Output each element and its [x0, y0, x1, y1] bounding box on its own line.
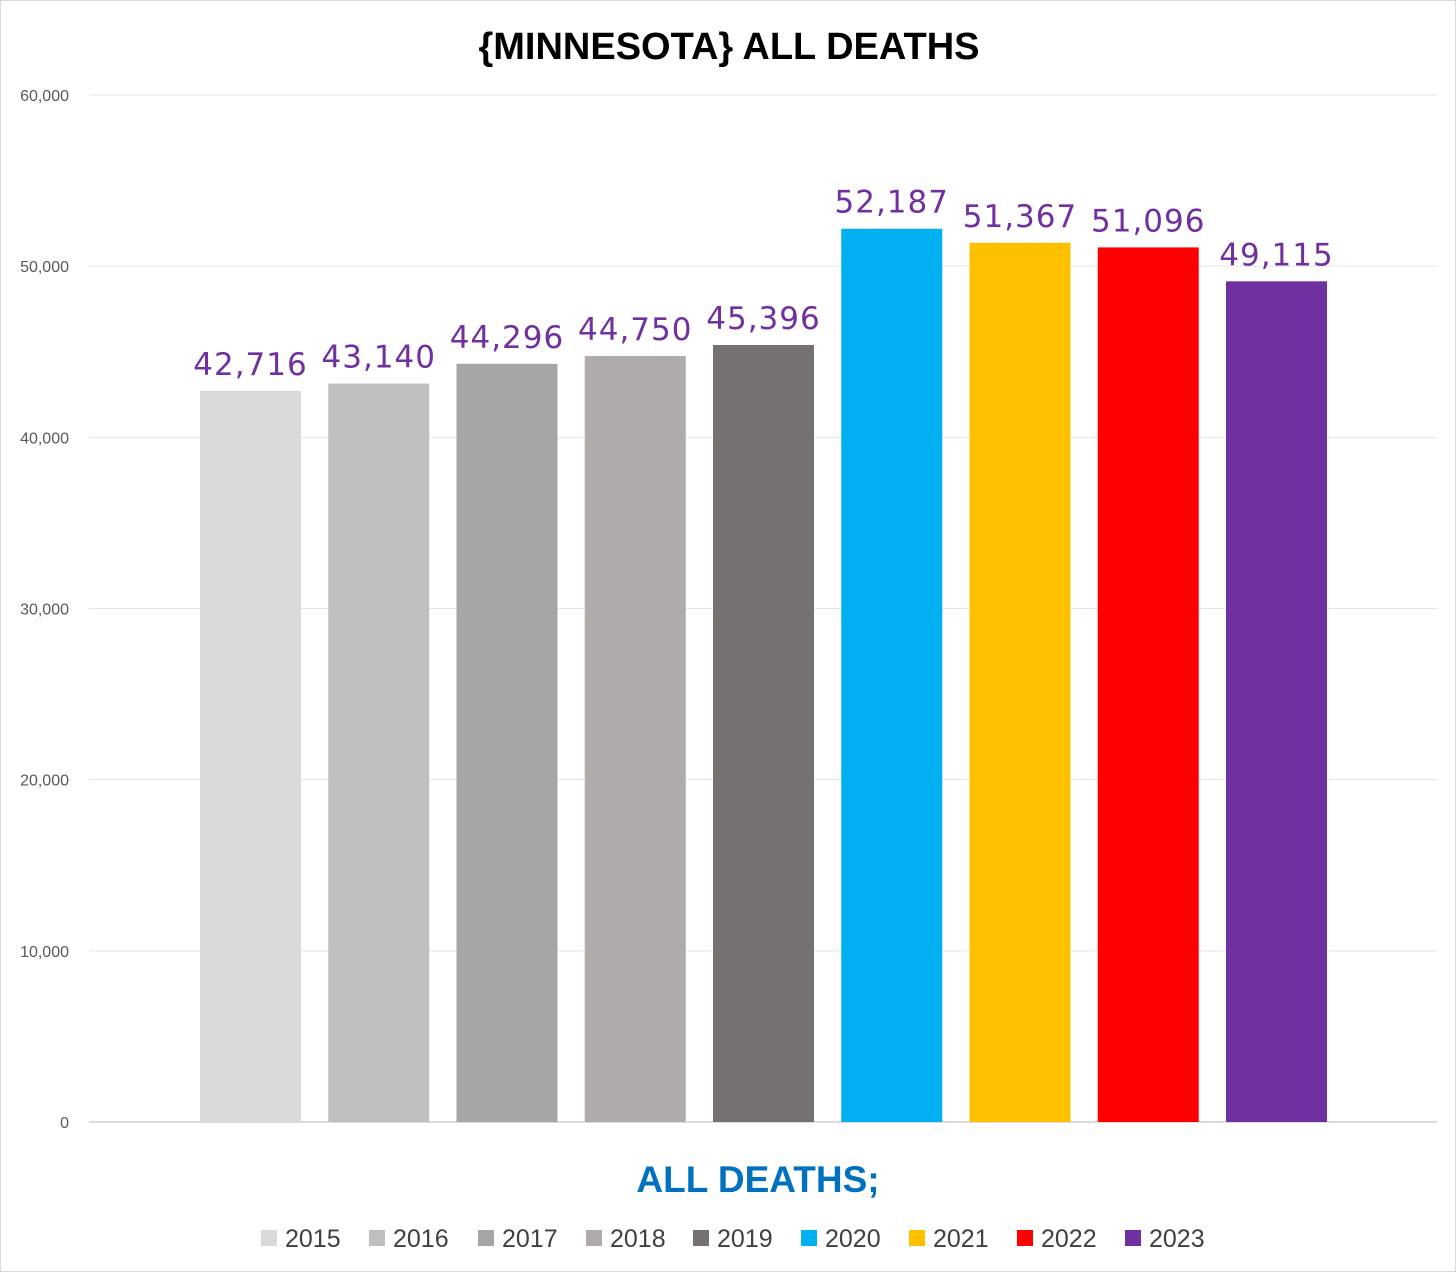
data-label-2017: 44,296 [450, 320, 564, 356]
chart-title: {MINNESOTA} ALL DEATHS [478, 26, 979, 68]
legend: 2015 2016 2017 2018 2019 2020 2021 2022 2023 [261, 1225, 1205, 1253]
legend-swatch-2021 [909, 1230, 925, 1246]
legend-label-2022: 2022 [1041, 1225, 1097, 1253]
x-axis-label: ALL DEATHS; [636, 1159, 879, 1200]
data-label-2016: 43,140 [322, 340, 436, 376]
bar-2017 [456, 363, 558, 1122]
legend-label-2020: 2020 [825, 1225, 881, 1253]
data-label-2018: 44,750 [578, 312, 692, 348]
data-label-2020: 52,187 [835, 185, 949, 221]
legend-label-2021: 2021 [933, 1225, 989, 1253]
bar-2015 [200, 390, 301, 1122]
bar-2023 [1226, 281, 1327, 1122]
y-tick-label: 0 [60, 1115, 69, 1132]
legend-swatch-2019 [693, 1230, 709, 1246]
y-axis-ticks: 0 10,000 20,000 30,000 40,000 50,000 60,000 [20, 88, 69, 1132]
legend-swatch-2017 [478, 1230, 494, 1246]
data-label-2021: 51,367 [963, 199, 1077, 235]
legend-swatch-2023 [1125, 1230, 1141, 1246]
data-label-2022: 51,096 [1091, 203, 1205, 239]
legend-swatch-2022 [1017, 1230, 1033, 1246]
data-label-2023: 49,115 [1219, 237, 1333, 273]
legend-swatch-2020 [801, 1230, 817, 1246]
legend-label-2019: 2019 [717, 1225, 773, 1253]
y-tick-label: 50,000 [20, 259, 69, 276]
legend-label-2016: 2016 [393, 1225, 449, 1253]
bar-2021 [969, 242, 1071, 1122]
bar-2020 [841, 228, 943, 1122]
bar-2019 [713, 344, 814, 1122]
bar-2018 [584, 356, 686, 1122]
legend-swatch-2015 [261, 1230, 277, 1246]
y-tick-label: 20,000 [20, 773, 69, 790]
data-label-2015: 42,716 [193, 347, 307, 383]
y-tick-label: 60,000 [20, 88, 69, 105]
legend-label-2015: 2015 [285, 1225, 341, 1253]
data-labels: 42,716 43,140 44,296 44,750 45,396 52,187 51,3… [193, 185, 1333, 383]
y-tick-label: 40,000 [20, 430, 69, 447]
legend-swatch-2016 [369, 1230, 385, 1246]
y-tick-label: 10,000 [20, 944, 69, 961]
legend-swatch-2018 [586, 1230, 602, 1246]
bar-2022 [1097, 247, 1199, 1122]
legend-label-2018: 2018 [610, 1225, 666, 1253]
bar-2016 [328, 383, 430, 1122]
bars [200, 228, 1327, 1122]
legend-label-2017: 2017 [502, 1225, 558, 1253]
legend-label-2023: 2023 [1149, 1225, 1205, 1253]
data-label-2019: 45,396 [706, 301, 820, 337]
y-tick-label: 30,000 [20, 602, 69, 619]
